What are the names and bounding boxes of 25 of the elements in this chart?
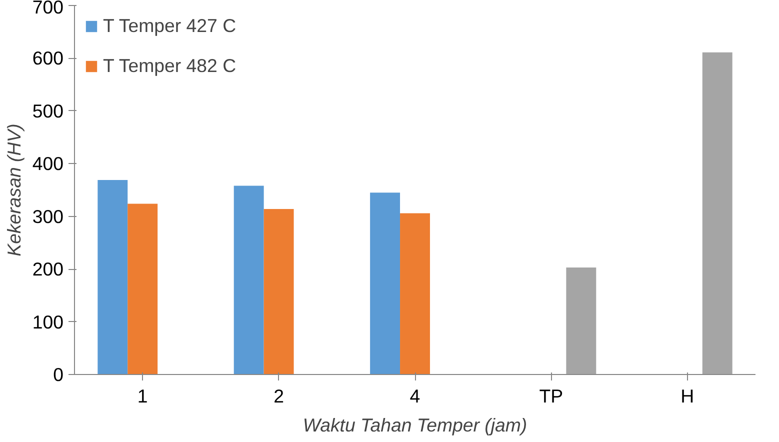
y-tick-label: 200 [32, 258, 64, 280]
x-tick-label: 2 [274, 386, 284, 406]
bar [400, 213, 430, 374]
x-tick-label: 1 [137, 386, 148, 406]
y-tick-label: 100 [32, 311, 64, 332]
x-axis-title: Waktu Tahan Temper (jam) [302, 414, 528, 436]
bar [566, 267, 596, 374]
y-tick-label: 600 [32, 48, 64, 69]
bar [370, 192, 400, 374]
y-tick-label: 300 [32, 206, 64, 227]
x-tick-label: 4 [410, 386, 420, 406]
legend-label: T Temper 482 C [103, 55, 236, 77]
bar [98, 180, 128, 374]
y-tick-label: 400 [32, 153, 64, 174]
bar [702, 52, 732, 374]
y-axis-title: Kekerasan (HV) [3, 124, 24, 256]
x-tick-label: H [680, 386, 694, 406]
y-tick-label: 500 [32, 100, 64, 122]
bar [128, 204, 158, 374]
y-tick-label: 0 [53, 364, 64, 385]
bar [234, 186, 264, 374]
x-tick-label: TP [539, 386, 564, 406]
y-tick-label: 700 [32, 0, 64, 18]
legend-label: T Temper 427 C [103, 15, 236, 37]
bar [264, 208, 294, 374]
